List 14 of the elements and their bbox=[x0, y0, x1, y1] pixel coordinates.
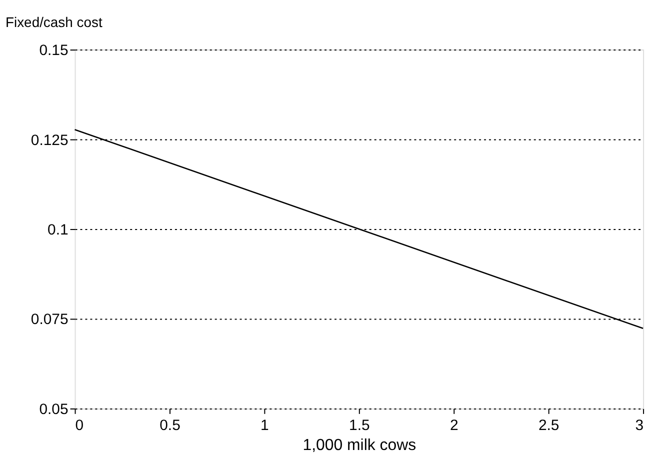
x-tick-label: 2 bbox=[450, 416, 458, 434]
x-tick-label: 2.5 bbox=[538, 416, 560, 434]
x-tick-label: 1.5 bbox=[349, 416, 370, 434]
x-tick-label: 1 bbox=[260, 416, 269, 434]
y-tick-label: 0.075 bbox=[30, 311, 68, 328]
x-tick-label: 0 bbox=[75, 416, 84, 434]
x-tick-label: 0.5 bbox=[160, 416, 180, 434]
x-tick-label: 3 bbox=[635, 416, 644, 434]
y-tick-label: 0.125 bbox=[30, 132, 68, 149]
y-tick-label: 0.1 bbox=[48, 221, 68, 238]
x-axis-title: 1,000 milk cows bbox=[302, 436, 416, 453]
y-tick-label: 0.15 bbox=[39, 42, 68, 60]
y-axis-title: Fixed/cash cost bbox=[5, 14, 102, 30]
y-tick-label: 0.05 bbox=[39, 400, 68, 418]
